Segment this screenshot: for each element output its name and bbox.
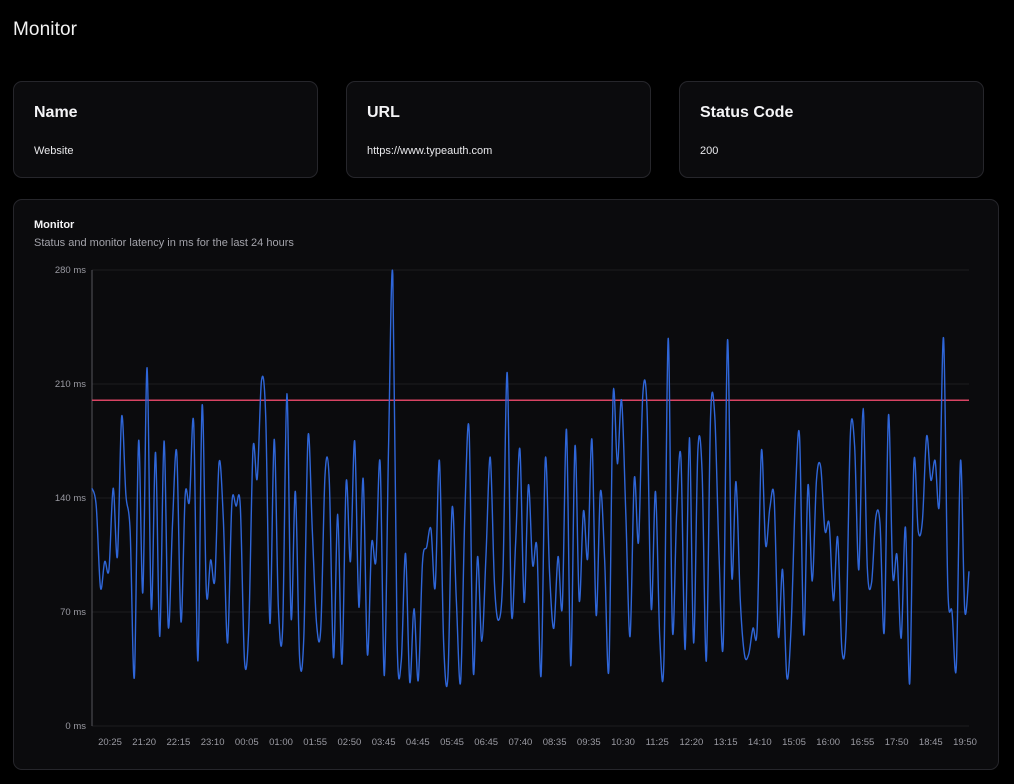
status-code-card-value: 200 — [700, 145, 719, 157]
x-tick-label: 01:00 — [269, 737, 293, 748]
status-code-card-label: Status Code — [700, 104, 794, 121]
x-tick-label: 03:45 — [372, 737, 396, 748]
x-tick-label: 02:50 — [338, 737, 362, 748]
x-tick-label: 17:50 — [885, 737, 909, 748]
x-tick-label: 22:15 — [167, 737, 191, 748]
x-tick-label: 07:40 — [509, 737, 533, 748]
x-tick-label: 11:25 — [646, 737, 669, 748]
x-tick-label: 18:45 — [919, 737, 943, 748]
y-tick-label: 0 ms — [65, 721, 86, 732]
name-card: Name Website — [13, 81, 318, 178]
url-card: URL https://www.typeauth.com — [346, 81, 651, 178]
status-code-card: Status Code 200 — [679, 81, 984, 178]
url-card-value: https://www.typeauth.com — [367, 145, 493, 157]
x-tick-label: 21:20 — [132, 737, 156, 748]
monitor-chart-card: Monitor Status and monitor latency in ms… — [13, 199, 999, 770]
x-tick-label: 14:10 — [748, 737, 772, 748]
page-title: Monitor — [13, 19, 78, 40]
y-tick-label: 70 ms — [60, 607, 86, 618]
x-tick-label: 20:25 — [98, 737, 122, 748]
x-tick-label: 13:15 — [714, 737, 738, 748]
y-tick-label: 140 ms — [55, 493, 86, 504]
x-tick-label: 09:35 — [577, 737, 601, 748]
x-tick-label: 05:45 — [440, 737, 464, 748]
x-tick-label: 16:00 — [816, 737, 840, 748]
x-tick-label: 12:20 — [680, 737, 704, 748]
x-tick-label: 08:35 — [543, 737, 567, 748]
x-tick-label: 16:55 — [851, 737, 875, 748]
name-card-value: Website — [34, 145, 74, 157]
chart-subtitle: Status and monitor latency in ms for the… — [34, 237, 294, 249]
chart-title: Monitor — [34, 219, 75, 231]
x-tick-label: 23:10 — [201, 737, 225, 748]
x-tick-label: 10:30 — [611, 737, 635, 748]
x-tick-label: 01:55 — [303, 737, 327, 748]
x-tick-label: 00:05 — [235, 737, 259, 748]
x-tick-label: 04:45 — [406, 737, 430, 748]
latency-series-line — [91, 269, 970, 688]
x-tick-label: 15:05 — [782, 737, 806, 748]
y-tick-label: 280 ms — [55, 265, 86, 276]
url-card-label: URL — [367, 104, 400, 121]
x-tick-label: 06:45 — [474, 737, 498, 748]
latency-chart: 0 ms 70 ms 140 ms 210 ms 280 ms 20:25 21:20 22:… — [55, 265, 977, 748]
y-tick-label: 210 ms — [55, 379, 86, 390]
x-tick-label: 19:50 — [953, 737, 977, 748]
name-card-label: Name — [34, 104, 78, 121]
